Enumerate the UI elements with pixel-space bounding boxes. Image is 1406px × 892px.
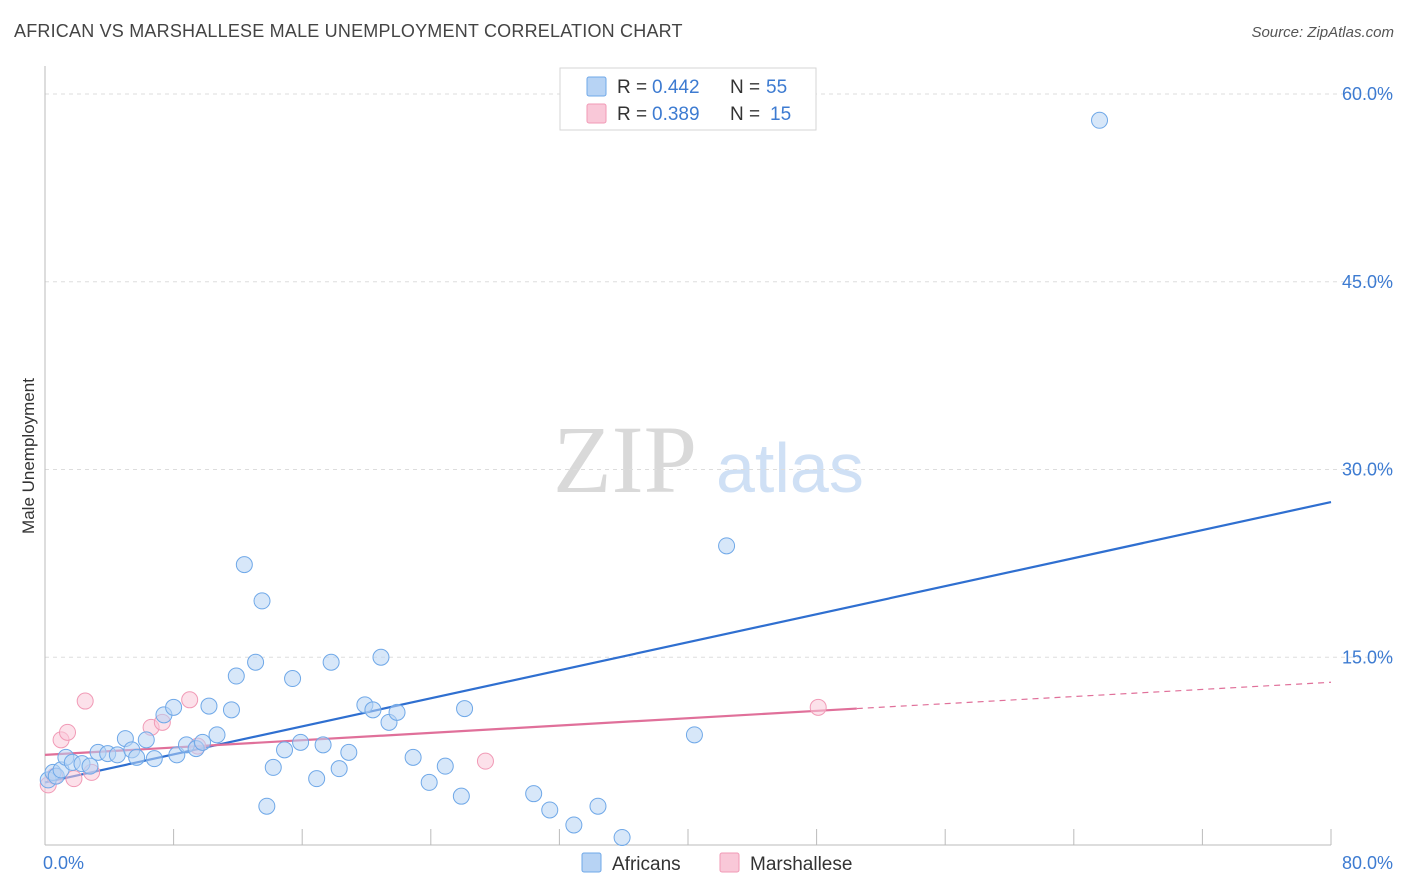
legend-marshallese-r-label: R = — [617, 104, 647, 125]
marshallese-point — [809, 698, 827, 716]
legend-marshallese-r-value: 0.389 — [652, 104, 700, 125]
legend-marshallese-swatch — [586, 103, 607, 124]
africans-point — [258, 797, 276, 815]
africans-point — [456, 700, 474, 718]
africans-point — [613, 828, 631, 846]
africans-point — [128, 748, 146, 766]
africans-point — [330, 760, 348, 778]
legend-africans-r-label: R = — [617, 77, 647, 98]
marshallese-trend-extension — [856, 681, 1332, 710]
africans-point — [685, 726, 703, 744]
africans-point — [541, 801, 559, 819]
africans-trend-line — [44, 500, 1332, 784]
africans-point — [165, 698, 183, 716]
africans-point — [247, 653, 265, 671]
marshallese-point — [76, 692, 94, 710]
africans-point — [264, 758, 282, 776]
legend-bottom-marshallese-swatch — [719, 852, 740, 873]
africans-point — [227, 667, 245, 685]
africans-point — [589, 797, 607, 815]
marshallese-point — [181, 691, 199, 709]
africans-point — [222, 701, 240, 719]
data-points — [39, 111, 1109, 846]
legend-africans-swatch — [586, 76, 607, 97]
legend-bottom-africans-label: Africans — [612, 854, 681, 875]
legend-africans-n-label: N = — [730, 77, 760, 98]
legend-marshallese-n-value: 15 — [770, 104, 791, 125]
legend-bottom-africans-swatch — [581, 852, 602, 873]
africans-point — [308, 770, 326, 788]
grid-lines — [45, 93, 1391, 658]
source-label: Source: ZipAtlas.com — [1251, 24, 1394, 41]
africans-point — [372, 648, 390, 666]
africans-point — [276, 741, 294, 759]
axes — [44, 66, 1332, 846]
africans-point — [194, 733, 212, 751]
africans-point — [718, 537, 736, 555]
africans-point — [235, 556, 253, 574]
y-tick-label: 60.0% — [1342, 84, 1393, 104]
africans-point — [1091, 111, 1109, 129]
africans-point — [525, 785, 543, 803]
africans-point — [565, 816, 583, 834]
africans-point — [208, 726, 226, 744]
legend-bottom-marshallese-label: Marshallese — [750, 854, 852, 875]
africans-point — [314, 736, 332, 754]
africans-point — [452, 787, 470, 805]
chart-title: AFRICAN VS MARSHALLESE MALE UNEMPLOYMENT… — [14, 21, 683, 41]
africans-point — [420, 773, 438, 791]
marshallese-point — [476, 752, 494, 770]
africans-point — [145, 750, 163, 768]
legend-marshallese-n-label: N = — [730, 104, 760, 125]
y-axis-label: Male Unemployment — [19, 378, 38, 534]
marshallese-point — [59, 723, 77, 741]
y-tick-label: 15.0% — [1342, 647, 1393, 667]
legend-bottom: Africans Marshallese — [581, 852, 852, 875]
legend-top: R = 0.442 N = 55 R = 0.389 N = 15 — [559, 67, 817, 131]
africans-point — [340, 743, 358, 761]
africans-point — [404, 748, 422, 766]
watermark-atlas: atlas — [716, 429, 864, 507]
x-tick-label: 0.0% — [43, 853, 84, 873]
africans-point — [364, 701, 382, 719]
y-tick-label: 30.0% — [1342, 460, 1393, 480]
watermark-zip: ZIP — [553, 406, 697, 513]
tick-labels: 15.0% 30.0% 45.0% 60.0% 0.0% 80.0% — [43, 84, 1393, 873]
africans-point — [108, 746, 126, 764]
africans-point — [81, 757, 99, 775]
africans-point — [137, 731, 155, 749]
legend-africans-n-value: 55 — [766, 77, 787, 98]
africans-point — [200, 697, 218, 715]
africans-point — [388, 703, 406, 721]
legend-africans-r-value: 0.442 — [652, 77, 700, 98]
x-tick-label: 80.0% — [1342, 853, 1393, 873]
africans-point — [292, 733, 310, 751]
africans-point — [436, 757, 454, 775]
africans-point — [322, 653, 340, 671]
y-tick-label: 45.0% — [1342, 272, 1393, 292]
africans-point — [284, 670, 302, 688]
africans-point — [253, 592, 271, 610]
